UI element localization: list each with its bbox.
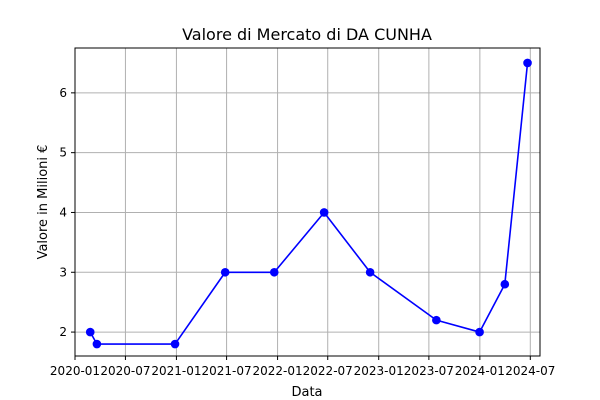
data-point <box>85 327 95 337</box>
data-point <box>170 339 180 349</box>
x-tick-label: 2023-07 <box>404 364 454 378</box>
series-layer <box>85 58 532 349</box>
axis-ticks: 2020-01 2020-07 2021-01 2021-07 2022-01 2022-… <box>50 86 555 378</box>
series-line <box>89 62 529 345</box>
x-tick-label: 2024-01 <box>455 364 505 378</box>
plot-frame <box>74 47 541 357</box>
x-tick-label: 2022-01 <box>253 364 303 378</box>
x-tick-label: 2023-01 <box>354 364 404 378</box>
chart-title: Valore di Mercato di DA CUNHA <box>182 25 432 44</box>
data-point <box>432 315 441 325</box>
y-tick-label: 2 <box>59 325 67 339</box>
y-axis-label: Valore in Milioni € <box>36 145 51 260</box>
y-tick-label: 5 <box>59 146 67 160</box>
y-tick-label: 6 <box>59 86 67 100</box>
data-point <box>92 339 102 349</box>
data-point <box>475 327 484 337</box>
data-point <box>523 58 532 68</box>
y-tick-label: 3 <box>59 265 67 279</box>
x-axis-label: Data <box>291 385 322 400</box>
data-point <box>365 267 375 277</box>
data-point <box>220 267 230 277</box>
y-tick-label: 4 <box>59 205 67 219</box>
x-tick-label: 2024-07 <box>505 364 555 378</box>
x-tick-label: 2022-07 <box>303 364 353 378</box>
data-point <box>319 208 329 217</box>
grid-lines <box>74 48 540 356</box>
data-point <box>500 279 510 289</box>
x-tick-label: 2021-01 <box>151 364 201 378</box>
data-point <box>269 267 279 277</box>
x-tick-label: 2020-07 <box>100 364 150 378</box>
x-tick-label: 2020-01 <box>50 364 100 378</box>
x-tick-label: 2021-07 <box>202 364 252 378</box>
